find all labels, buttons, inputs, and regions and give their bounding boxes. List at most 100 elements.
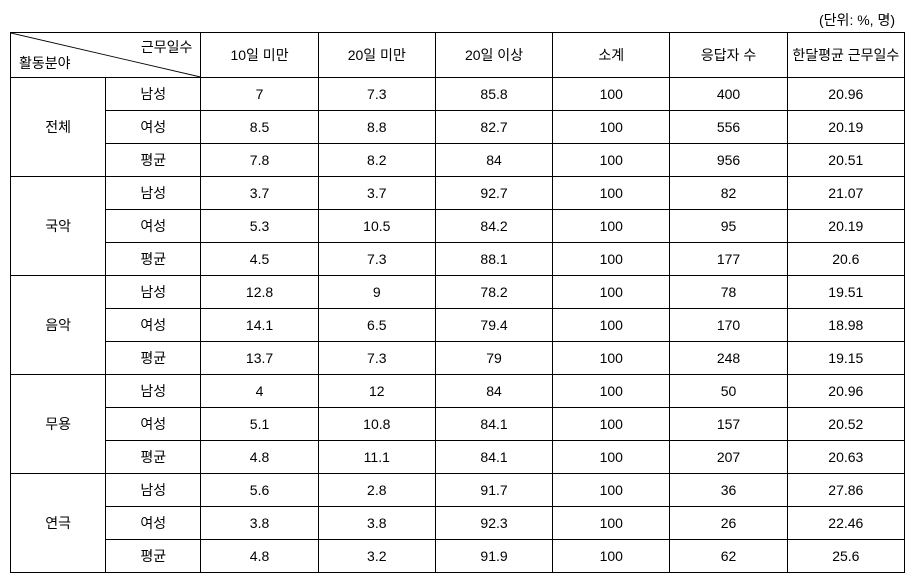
value-cell: 20.52 xyxy=(787,408,904,441)
table-row: 국악남성3.73.792.71008221.07 xyxy=(11,177,905,210)
category-cell: 무용 xyxy=(11,375,106,474)
row-label: 평균 xyxy=(106,243,201,276)
value-cell: 20.63 xyxy=(787,441,904,474)
value-cell: 21.07 xyxy=(787,177,904,210)
header-field: 활동분야 xyxy=(19,53,71,73)
value-cell: 91.9 xyxy=(435,540,552,573)
value-cell: 8.5 xyxy=(201,111,318,144)
value-cell: 12 xyxy=(318,375,435,408)
value-cell: 20.51 xyxy=(787,144,904,177)
diagonal-header: 근무일수 활동분야 xyxy=(11,33,201,78)
value-cell: 177 xyxy=(670,243,787,276)
value-cell: 7.3 xyxy=(318,78,435,111)
value-cell: 95 xyxy=(670,210,787,243)
col-header: 응답자 수 xyxy=(670,33,787,78)
row-label: 남성 xyxy=(106,474,201,507)
value-cell: 8.2 xyxy=(318,144,435,177)
value-cell: 100 xyxy=(553,507,670,540)
table-row: 전체남성77.385.810040020.96 xyxy=(11,78,905,111)
table-row: 평균4.57.388.110017720.6 xyxy=(11,243,905,276)
value-cell: 556 xyxy=(670,111,787,144)
value-cell: 7 xyxy=(201,78,318,111)
row-label: 여성 xyxy=(106,309,201,342)
value-cell: 20.96 xyxy=(787,375,904,408)
row-label: 평균 xyxy=(106,441,201,474)
col-header: 20일 이상 xyxy=(435,33,552,78)
value-cell: 6.5 xyxy=(318,309,435,342)
value-cell: 20.96 xyxy=(787,78,904,111)
value-cell: 4.5 xyxy=(201,243,318,276)
value-cell: 82.7 xyxy=(435,111,552,144)
value-cell: 100 xyxy=(553,540,670,573)
table-row: 음악남성12.8978.21007819.51 xyxy=(11,276,905,309)
table-row: 여성5.110.884.110015720.52 xyxy=(11,408,905,441)
value-cell: 18.98 xyxy=(787,309,904,342)
header-workdays: 근무일수 xyxy=(141,37,193,57)
category-cell: 국악 xyxy=(11,177,106,276)
value-cell: 100 xyxy=(553,177,670,210)
col-header: 한달평균 근무일수 xyxy=(787,33,904,78)
table-row: 여성14.16.579.410017018.98 xyxy=(11,309,905,342)
value-cell: 10.5 xyxy=(318,210,435,243)
table-row: 평균4.83.291.91006225.6 xyxy=(11,540,905,573)
value-cell: 100 xyxy=(553,441,670,474)
value-cell: 85.8 xyxy=(435,78,552,111)
value-cell: 84 xyxy=(435,144,552,177)
unit-label: (단위: %, 명) xyxy=(10,10,905,30)
value-cell: 92.7 xyxy=(435,177,552,210)
row-label: 평균 xyxy=(106,144,201,177)
value-cell: 10.8 xyxy=(318,408,435,441)
value-cell: 20.6 xyxy=(787,243,904,276)
value-cell: 4 xyxy=(201,375,318,408)
value-cell: 11.1 xyxy=(318,441,435,474)
workdays-table: 근무일수 활동분야 10일 미만 20일 미만 20일 이상 소계 응답자 수 … xyxy=(10,32,905,573)
value-cell: 100 xyxy=(553,144,670,177)
value-cell: 100 xyxy=(553,111,670,144)
value-cell: 20.19 xyxy=(787,111,904,144)
value-cell: 36 xyxy=(670,474,787,507)
row-label: 남성 xyxy=(106,276,201,309)
value-cell: 82 xyxy=(670,177,787,210)
table-row: 연극남성5.62.891.71003627.86 xyxy=(11,474,905,507)
value-cell: 7.8 xyxy=(201,144,318,177)
value-cell: 207 xyxy=(670,441,787,474)
col-header: 소계 xyxy=(553,33,670,78)
table-row: 여성5.310.584.21009520.19 xyxy=(11,210,905,243)
value-cell: 79.4 xyxy=(435,309,552,342)
value-cell: 14.1 xyxy=(201,309,318,342)
value-cell: 19.51 xyxy=(787,276,904,309)
value-cell: 248 xyxy=(670,342,787,375)
value-cell: 400 xyxy=(670,78,787,111)
value-cell: 7.3 xyxy=(318,243,435,276)
row-label: 여성 xyxy=(106,408,201,441)
value-cell: 84.1 xyxy=(435,441,552,474)
value-cell: 92.3 xyxy=(435,507,552,540)
value-cell: 100 xyxy=(553,243,670,276)
value-cell: 25.6 xyxy=(787,540,904,573)
table-row: 평균13.77.37910024819.15 xyxy=(11,342,905,375)
value-cell: 26 xyxy=(670,507,787,540)
row-label: 남성 xyxy=(106,177,201,210)
value-cell: 3.7 xyxy=(318,177,435,210)
value-cell: 78.2 xyxy=(435,276,552,309)
value-cell: 50 xyxy=(670,375,787,408)
value-cell: 100 xyxy=(553,78,670,111)
value-cell: 79 xyxy=(435,342,552,375)
value-cell: 27.86 xyxy=(787,474,904,507)
value-cell: 62 xyxy=(670,540,787,573)
value-cell: 100 xyxy=(553,210,670,243)
row-label: 여성 xyxy=(106,111,201,144)
value-cell: 84 xyxy=(435,375,552,408)
value-cell: 100 xyxy=(553,309,670,342)
value-cell: 4.8 xyxy=(201,540,318,573)
value-cell: 170 xyxy=(670,309,787,342)
value-cell: 8.8 xyxy=(318,111,435,144)
value-cell: 78 xyxy=(670,276,787,309)
value-cell: 88.1 xyxy=(435,243,552,276)
value-cell: 3.8 xyxy=(318,507,435,540)
value-cell: 7.3 xyxy=(318,342,435,375)
table-row: 평균4.811.184.110020720.63 xyxy=(11,441,905,474)
category-cell: 음악 xyxy=(11,276,106,375)
value-cell: 157 xyxy=(670,408,787,441)
value-cell: 5.3 xyxy=(201,210,318,243)
